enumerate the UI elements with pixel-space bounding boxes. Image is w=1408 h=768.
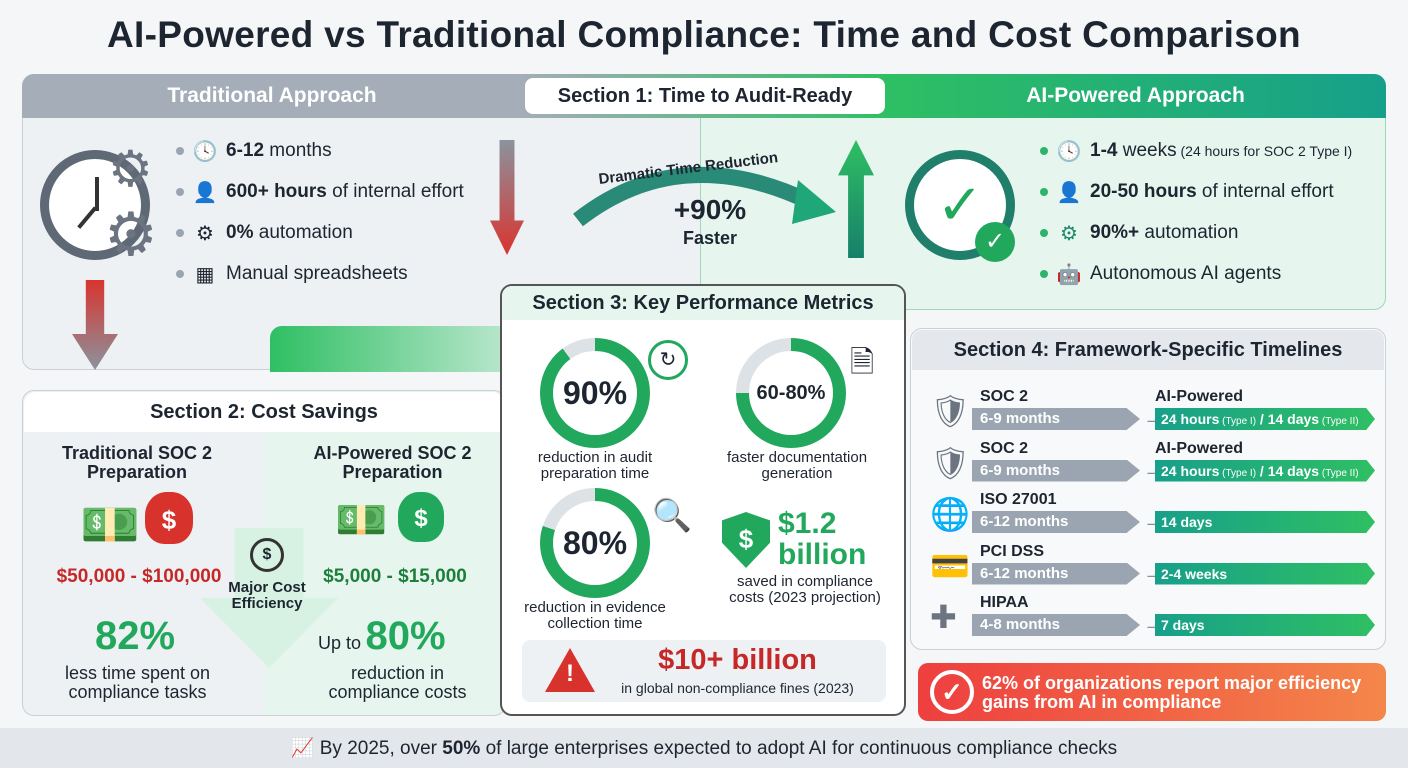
ai-timeline: 24 hours (Type I) / 14 days (Type II) xyxy=(1155,459,1375,482)
ai-timeline: 7 days xyxy=(1155,614,1375,636)
traditional-header: Traditional Approach xyxy=(22,74,522,118)
framework-row: ✚ HIPAA 4-8 months → 7 days xyxy=(930,594,1380,642)
traditional-item: ⚙ 0% automation xyxy=(176,218,464,248)
metric-caption: reduction in evidence collection time xyxy=(524,599,666,632)
dollar-down-icon: $ xyxy=(250,538,284,572)
framework-name: SOC 2 xyxy=(980,439,1029,457)
credit-card-icon: 💳 xyxy=(930,547,970,584)
traditional-cost: $50,000 - $100,000 xyxy=(56,566,222,587)
framework-row: 🛡 SOC 2 AI-Powered 6-9 months → 24 hours… xyxy=(930,440,1380,488)
section1-label: Section 1: Time to Audit-Ready xyxy=(525,78,885,114)
traditional-timeline: 6-12 months xyxy=(972,511,1140,533)
gear-icon: ⚙ xyxy=(108,141,153,197)
section4-panel xyxy=(910,328,1386,650)
ai-item: 🤖 Autonomous AI agents xyxy=(1040,259,1352,289)
fines-caption: in global non-compliance fines (2023) xyxy=(621,680,854,696)
gear-icon: ⚙ xyxy=(104,201,158,268)
metric-caption: faster documentation generation xyxy=(726,449,868,482)
document-icon: 🗎 xyxy=(850,346,875,379)
savings-caption: saved in compliance costs (2023 projecti… xyxy=(729,573,881,606)
cost-prefix: Up to xyxy=(318,633,362,653)
footer-text: By 2025, over 50% of large enterprises e… xyxy=(319,738,1118,759)
time-stat: 82% xyxy=(94,614,176,658)
medical-cross-icon: ✚ xyxy=(930,599,957,635)
ai-label: AI-Powered xyxy=(1155,439,1244,457)
metric-caption: reduction in audit preparation time xyxy=(537,449,653,482)
traditional-timeline: 4-8 months xyxy=(972,614,1140,636)
clock-icon: 🕓 xyxy=(192,140,218,163)
section4-label: Section 4: Framework-Specific Timelines xyxy=(912,330,1384,370)
time-stat-caption: less time spent on compliance tasks xyxy=(64,663,211,702)
reduction-sub: Faster xyxy=(682,228,738,248)
traditional-timeline: 6-9 months xyxy=(972,459,1140,482)
traditional-timeline: 6-9 months xyxy=(972,408,1140,430)
framework-row: 💳 PCI DSS 6-12 months → 2-4 weeks xyxy=(930,543,1380,591)
ai-header: AI-Powered Approach xyxy=(885,74,1386,118)
framework-name: SOC 2 xyxy=(980,388,1029,405)
ai-timeline: 24 hours (Type I) / 14 days (Type II) xyxy=(1155,408,1375,430)
ai-cost-title: AI-Powered SOC 2 Preparation xyxy=(313,443,472,482)
cost-stat: 80% xyxy=(365,614,446,658)
shield-badge-icon: 🛡 xyxy=(930,444,971,481)
ai-timeline: 14 days xyxy=(1155,511,1375,533)
framework-name: HIPAA xyxy=(980,594,1029,611)
savings-value: $1.2 billion xyxy=(778,507,867,571)
fines-value: $10+ billion xyxy=(658,644,817,676)
efficiency-banner xyxy=(918,663,1386,721)
framework-row: 🛡 SOC 2 AI-Powered 6-9 months → 24 hours… xyxy=(930,388,1380,436)
ai-label: AI-Powered xyxy=(1155,388,1244,405)
chart-growth-icon: 📈 xyxy=(290,738,315,759)
efficiency-label: Major Cost Efficiency xyxy=(228,579,306,612)
ai-cost: $5,000 - $15,000 xyxy=(323,566,467,587)
framework-row: 🌐 ISO 27001 6-12 months → 14 days xyxy=(930,491,1380,539)
clock-icon: 🕓 xyxy=(1056,140,1082,163)
robot-icon: 🤖 xyxy=(1056,263,1082,286)
document-search-icon: 🔍 xyxy=(652,497,692,533)
worker-laptop-icon: 👤 xyxy=(192,181,218,204)
metric-ring: 60-80% xyxy=(736,338,846,448)
reduction-stat: +90% xyxy=(673,194,747,225)
ai-item: 🕓 1-4 weeks (24 hours for SOC 2 Type I) xyxy=(1040,136,1352,166)
money-bag-icon: $ xyxy=(145,492,193,544)
section3-label: Section 3: Key Performance Metrics xyxy=(502,286,904,320)
ai-timeline: 2-4 weeks xyxy=(1155,562,1375,585)
traditional-item: 🕓 6-12 months xyxy=(176,136,464,166)
ai-item: ⚙ 90%+ automation xyxy=(1040,218,1352,248)
section2-label: Section 2: Cost Savings xyxy=(24,392,504,432)
refresh-clock-icon: ↻ xyxy=(648,340,688,380)
cost-stat-caption: reduction in compliance costs xyxy=(328,663,467,702)
no-automation-gear-icon: ⚙ xyxy=(196,222,214,245)
spreadsheet-icon: ▦ xyxy=(195,263,215,286)
metric-ring: 80% xyxy=(540,488,650,598)
clock-gears-icon xyxy=(40,150,150,260)
banner-text: 62% of organizations report major effici… xyxy=(982,673,1362,712)
money-bag-icon: $ xyxy=(398,492,444,542)
traditional-cost-title: Traditional SOC 2 Preparation xyxy=(61,443,213,482)
framework-name: PCI DSS xyxy=(980,542,1045,560)
globe-lock-icon: 🌐 xyxy=(930,496,970,532)
framework-name: ISO 27001 xyxy=(980,491,1057,508)
page-title: AI-Powered vs Traditional Compliance: Ti… xyxy=(107,14,1301,55)
traditional-timeline: 6-12 months xyxy=(972,562,1140,585)
shield-check-icon: 🛡 xyxy=(930,393,971,429)
check-badge-icon: ✓ xyxy=(975,222,1015,262)
ai-item: 👤 20-50 hours of internal effort xyxy=(1040,177,1352,207)
traditional-item: ▦ Manual spreadsheets xyxy=(176,259,464,289)
curved-arrow-icon xyxy=(573,167,836,227)
lightning-gear-icon: ⚙ xyxy=(1060,222,1078,245)
user-ai-icon: 👤 xyxy=(1056,181,1082,204)
metric-ring: 90% xyxy=(540,338,650,448)
footer-bar xyxy=(0,728,1408,768)
traditional-item: 👤 600+ hours of internal effort xyxy=(176,177,464,207)
cash-stack-icon: 💵 xyxy=(80,499,140,552)
cash-stack-icon: 💵 xyxy=(335,496,388,543)
check-circle-icon: ✓ xyxy=(930,670,974,714)
